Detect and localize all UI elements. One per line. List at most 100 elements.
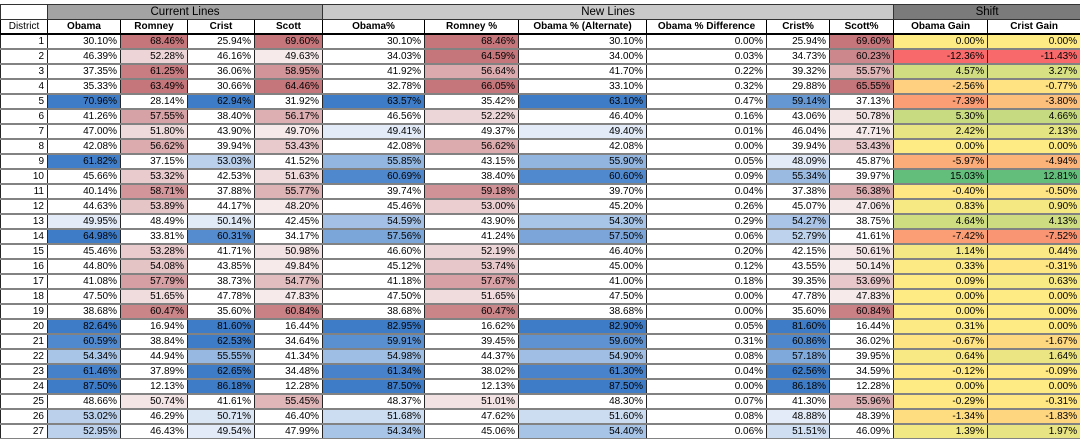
cell-romney-pct[interactable]: 64.59%	[424, 48, 520, 65]
cell-district[interactable]: 12	[0, 198, 48, 215]
cell-obama-diff[interactable]: 0.20%	[646, 243, 768, 260]
cell-crist[interactable]: 36.06%	[187, 63, 255, 80]
cell-obama-pct[interactable]: 51.68%	[322, 408, 426, 425]
cell-obama-gain[interactable]: -1.34%	[893, 408, 989, 425]
cell-obama-gain[interactable]: -0.67%	[893, 333, 989, 350]
cell-obama-alt[interactable]: 55.90%	[518, 153, 648, 170]
cell-crist-pct[interactable]: 39.94%	[766, 138, 831, 155]
cell-crist[interactable]: 55.55%	[187, 348, 255, 365]
cell-crist-pct[interactable]: 34.73%	[766, 48, 831, 65]
column-header-crist-gain[interactable]: Crist Gain	[987, 19, 1080, 35]
cell-crist-gain[interactable]: 12.81%	[987, 168, 1080, 185]
cell-obama-diff[interactable]: 0.06%	[646, 228, 768, 245]
cell-scott-pct[interactable]: 47.06%	[829, 198, 895, 215]
cell-obama[interactable]: 87.50%	[47, 378, 121, 395]
cell-obama-pct[interactable]: 48.37%	[322, 393, 426, 410]
cell-crist-pct[interactable]: 47.78%	[766, 288, 831, 305]
cell-crist-gain[interactable]: -0.31%	[987, 258, 1080, 275]
cell-obama-alt[interactable]: 60.60%	[518, 168, 648, 185]
cell-scott[interactable]: 69.60%	[253, 33, 324, 50]
cell-crist-pct[interactable]: 59.14%	[766, 93, 831, 110]
cell-obama-gain[interactable]: 0.64%	[893, 348, 989, 365]
cell-crist-pct[interactable]: 60.86%	[766, 333, 831, 350]
cell-romney-pct[interactable]: 68.46%	[424, 33, 520, 50]
cell-romney-pct[interactable]: 52.22%	[424, 108, 520, 125]
cell-romney-pct[interactable]: 56.64%	[424, 63, 520, 80]
cell-romney[interactable]: 56.62%	[120, 138, 188, 155]
cell-romney[interactable]: 61.25%	[120, 63, 188, 80]
cell-romney-pct[interactable]: 66.05%	[424, 78, 520, 95]
cell-obama-alt[interactable]: 54.90%	[518, 348, 648, 365]
cell-crist-gain[interactable]: -4.94%	[987, 153, 1080, 170]
cell-crist-gain[interactable]: -1.67%	[987, 333, 1080, 350]
cell-crist-pct[interactable]: 86.18%	[766, 378, 831, 395]
cell-obama-pct[interactable]: 54.34%	[322, 423, 426, 439]
cell-obama-diff[interactable]: 0.09%	[646, 168, 768, 185]
cell-crist-pct[interactable]: 46.04%	[766, 123, 831, 140]
cell-crist-pct[interactable]: 54.27%	[766, 213, 831, 230]
cell-romney-pct[interactable]: 51.65%	[424, 288, 520, 305]
cell-crist[interactable]: 50.14%	[187, 213, 255, 230]
cell-obama[interactable]: 61.46%	[47, 363, 121, 380]
group-header-current-lines[interactable]: Current Lines	[46, 4, 324, 20]
column-header-obama-pct[interactable]: Obama%	[322, 19, 426, 35]
cell-crist-gain[interactable]: 0.00%	[987, 138, 1080, 155]
cell-obama-pct[interactable]: 60.69%	[322, 168, 426, 185]
cell-obama-pct[interactable]: 82.95%	[322, 318, 426, 335]
cell-romney-pct[interactable]: 51.01%	[424, 393, 520, 410]
cell-romney[interactable]: 60.47%	[120, 303, 188, 320]
cell-obama-gain[interactable]: 15.03%	[893, 168, 989, 185]
cell-obama-gain[interactable]: 0.83%	[893, 198, 989, 215]
cell-obama-alt[interactable]: 63.10%	[518, 93, 648, 110]
cell-romney[interactable]: 33.81%	[120, 228, 188, 245]
cell-obama-pct[interactable]: 42.08%	[322, 138, 426, 155]
cell-crist-pct[interactable]: 62.56%	[766, 363, 831, 380]
cell-romney-pct[interactable]: 45.06%	[424, 423, 520, 439]
cell-scott[interactable]: 34.48%	[253, 363, 324, 380]
cell-obama[interactable]: 45.46%	[47, 243, 121, 260]
cell-scott-pct[interactable]: 39.95%	[829, 348, 895, 365]
cell-obama[interactable]: 41.26%	[47, 108, 121, 125]
cell-scott-pct[interactable]: 55.96%	[829, 393, 895, 410]
cell-crist-gain[interactable]: 2.13%	[987, 123, 1080, 140]
column-header-district[interactable]: District	[0, 19, 48, 35]
cell-obama-alt[interactable]: 41.70%	[518, 63, 648, 80]
cell-obama-pct[interactable]: 59.91%	[322, 333, 426, 350]
cell-obama[interactable]: 53.02%	[47, 408, 121, 425]
cell-crist[interactable]: 62.53%	[187, 333, 255, 350]
cell-obama-alt[interactable]: 45.00%	[518, 258, 648, 275]
cell-obama[interactable]: 52.95%	[47, 423, 121, 439]
cell-district[interactable]: 17	[0, 273, 48, 290]
cell-romney[interactable]: 53.89%	[120, 198, 188, 215]
cell-romney-pct[interactable]: 44.37%	[424, 348, 520, 365]
cell-crist-gain[interactable]: 0.00%	[987, 378, 1080, 395]
cell-obama-alt[interactable]: 46.40%	[518, 243, 648, 260]
cell-crist-gain[interactable]: 0.44%	[987, 243, 1080, 260]
cell-obama[interactable]: 42.08%	[47, 138, 121, 155]
cell-district[interactable]: 8	[0, 138, 48, 155]
cell-obama[interactable]: 82.64%	[47, 318, 121, 335]
cell-obama-alt[interactable]: 57.50%	[518, 228, 648, 245]
cell-obama-alt[interactable]: 45.20%	[518, 198, 648, 215]
cell-obama-pct[interactable]: 34.03%	[322, 48, 426, 65]
cell-crist[interactable]: 53.03%	[187, 153, 255, 170]
cell-obama-pct[interactable]: 49.41%	[322, 123, 426, 140]
cell-romney[interactable]: 53.28%	[120, 243, 188, 260]
cell-scott-pct[interactable]: 41.61%	[829, 228, 895, 245]
cell-district[interactable]: 6	[0, 108, 48, 125]
cell-obama-pct[interactable]: 63.57%	[322, 93, 426, 110]
column-header-romney-pct[interactable]: Romney %	[424, 19, 520, 35]
cell-obama-gain[interactable]: 0.09%	[893, 273, 989, 290]
cell-crist[interactable]: 37.88%	[187, 183, 255, 200]
cell-obama-pct[interactable]: 54.59%	[322, 213, 426, 230]
cell-district[interactable]: 2	[0, 48, 48, 65]
cell-obama-pct[interactable]: 30.10%	[322, 33, 426, 50]
cell-crist[interactable]: 38.73%	[187, 273, 255, 290]
cell-obama-diff[interactable]: 0.16%	[646, 108, 768, 125]
cell-romney[interactable]: 46.43%	[120, 423, 188, 439]
cell-scott-pct[interactable]: 45.87%	[829, 153, 895, 170]
cell-romney-pct[interactable]: 41.24%	[424, 228, 520, 245]
cell-romney[interactable]: 53.32%	[120, 168, 188, 185]
column-header-obama-gain[interactable]: Obama Gain	[893, 19, 989, 35]
cell-crist[interactable]: 49.54%	[187, 423, 255, 439]
